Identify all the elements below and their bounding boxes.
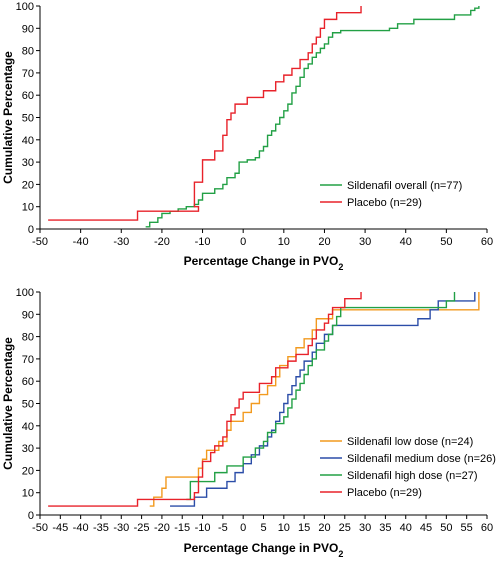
x-tick-label: -5 xyxy=(218,522,228,534)
y-tick-label: 80 xyxy=(22,332,34,344)
x-tick-label: -15 xyxy=(174,522,190,534)
x-tick-label: 30 xyxy=(359,522,371,534)
x-tick-label: 60 xyxy=(481,236,493,248)
y-tick-label: 30 xyxy=(22,443,34,455)
x-tick-label: 5 xyxy=(260,522,266,534)
y-tick-label: 100 xyxy=(16,1,34,13)
x-tick-label: 0 xyxy=(240,236,246,248)
x-tick-label: -30 xyxy=(113,522,129,534)
x-tick-label: -20 xyxy=(154,236,170,248)
x-tick-label: 50 xyxy=(440,522,452,534)
x-axis-title: Percentage Change in PVO2 xyxy=(184,254,344,272)
y-tick-label: 20 xyxy=(22,465,34,477)
x-tick-label: 10 xyxy=(278,236,290,248)
x-tick-label: 15 xyxy=(298,522,310,534)
x-tick-label: -50 xyxy=(32,236,48,248)
chart-1: -50 -40 -30 -20 -10 0 10 20 30 40 50 60 0 10 20 30 40 50 6… xyxy=(1,1,493,272)
legend-label: Placebo (n=29) xyxy=(347,487,422,499)
x-axis-title: Percentage Change in PVO2 xyxy=(184,541,344,559)
y-tick-label: 0 xyxy=(28,510,34,522)
chart-2: -50 -45 -40 -35 -30 -25 -20 -15 -10 -5 0 5 10 15 20 25 3… xyxy=(1,287,496,559)
y-tick-label: 70 xyxy=(22,68,34,80)
y-tick-label: 80 xyxy=(22,46,34,58)
series-line-3 xyxy=(186,292,456,501)
y-tick-label: 40 xyxy=(22,135,34,147)
x-tick-label: 50 xyxy=(440,236,452,248)
x-tick-label: -10 xyxy=(195,236,211,248)
y-tick-label: 10 xyxy=(22,202,34,214)
y-tick-label: 0 xyxy=(28,224,34,236)
y-axis-title: Cumulative Percentage xyxy=(1,337,15,470)
x-tick-label: 20 xyxy=(318,522,330,534)
y-tick-label: 70 xyxy=(22,354,34,366)
y-tick-label: 20 xyxy=(22,179,34,191)
y-tick-label: 50 xyxy=(22,113,34,125)
x-tick-label: 0 xyxy=(240,522,246,534)
series-line-1 xyxy=(145,6,480,228)
y-tick-label: 60 xyxy=(22,90,34,102)
x-tick-label: -35 xyxy=(93,522,109,534)
x-tick-label: -50 xyxy=(32,522,48,534)
x-tick-label: -40 xyxy=(73,522,89,534)
x-tick-label: 30 xyxy=(359,236,371,248)
y-tick-label: 50 xyxy=(22,399,34,411)
series-line-1 xyxy=(149,292,480,507)
x-tick-label: 25 xyxy=(339,522,351,534)
y-axis-title: Cumulative Percentage xyxy=(1,51,15,184)
x-tick-label: -20 xyxy=(154,522,170,534)
x-tick-label: -40 xyxy=(73,236,89,248)
y-tick-label: 100 xyxy=(16,287,34,299)
legend-label: Sildenafil overall (n=77) xyxy=(347,180,462,192)
x-tick-label: -30 xyxy=(113,236,129,248)
x-tick-label: -10 xyxy=(195,522,211,534)
legend-label: Sildenafil medium dose (n=26) xyxy=(347,453,496,465)
x-tick-label: -25 xyxy=(134,522,150,534)
series-line-4 xyxy=(48,292,362,507)
y-tick-label: 90 xyxy=(22,309,34,321)
x-tick-label: 10 xyxy=(278,522,290,534)
legend-label: Sildenafil high dose (n=27) xyxy=(347,470,478,482)
x-tick-label: 40 xyxy=(400,522,412,534)
y-tick-label: 90 xyxy=(22,23,34,35)
y-tick-label: 40 xyxy=(22,421,34,433)
y-tick-label: 30 xyxy=(22,157,34,169)
legend-label: Sildenafil low dose (n=24) xyxy=(347,436,473,448)
x-tick-label: -45 xyxy=(52,522,68,534)
x-tick-label: 35 xyxy=(379,522,391,534)
legend-label: Placebo (n=29) xyxy=(347,197,422,209)
x-tick-label: 20 xyxy=(318,236,330,248)
x-tick-label: 40 xyxy=(400,236,412,248)
x-tick-label: 55 xyxy=(461,522,473,534)
y-tick-label: 60 xyxy=(22,376,34,388)
x-tick-label: 60 xyxy=(481,522,493,534)
y-tick-label: 10 xyxy=(22,488,34,500)
x-tick-label: 45 xyxy=(420,522,432,534)
series-line-2 xyxy=(48,6,362,221)
